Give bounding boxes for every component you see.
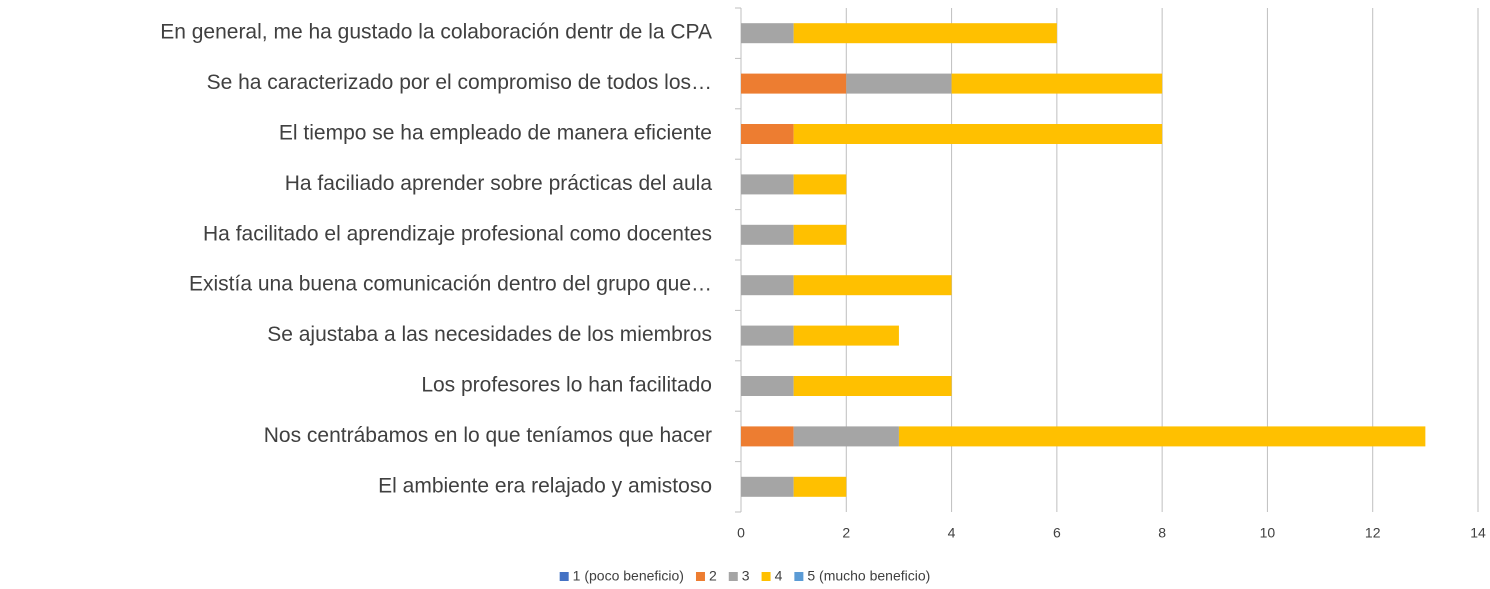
legend-swatch [559, 572, 569, 581]
y-tick-label: Nos centrábamos en lo que teníamos que h… [264, 424, 712, 447]
legend-swatch [761, 572, 771, 581]
bar-segment [741, 426, 794, 447]
bar-segment [741, 224, 794, 245]
bar-segment [793, 224, 847, 245]
bar-segment [741, 325, 794, 346]
legend-swatch [794, 572, 804, 581]
bar-segment [793, 23, 1057, 44]
bar-segment [793, 124, 1163, 144]
y-tick-label: Se ajustaba a las necesidades de los mie… [267, 323, 712, 346]
bar-segment [741, 476, 794, 497]
y-tick-label: Existía una buena comunicación dentro de… [189, 273, 712, 296]
bar-segment [898, 426, 1426, 447]
y-tick-label: Ha facilitado el aprendizaje profesional… [203, 222, 712, 245]
bar-segment [741, 376, 794, 396]
bar-segment [741, 73, 847, 94]
x-tick-label: 12 [1365, 525, 1381, 541]
legend-swatch [695, 572, 705, 581]
y-tick-label: El tiempo se ha empleado de manera efici… [279, 122, 712, 145]
y-tick-label: Se ha caracterizado por el compromiso de… [207, 71, 712, 94]
x-tick-label: 8 [1158, 525, 1166, 541]
bar-segment [793, 325, 899, 346]
legend-label: 5 (mucho beneficio) [807, 568, 930, 584]
bar-segment [793, 376, 952, 396]
bar-segment [846, 73, 952, 94]
bar-segment [741, 275, 794, 296]
x-tick-label: 10 [1260, 525, 1276, 541]
y-tick-label: Los profesores lo han facilitado [421, 374, 712, 397]
legend-label: 3 [742, 568, 750, 584]
x-tick-label: 4 [948, 525, 956, 541]
bar-segment [793, 174, 847, 195]
legend-swatch [728, 572, 738, 581]
bar-segment [741, 23, 794, 44]
legend-label: 1 (poco beneficio) [573, 568, 684, 584]
x-tick-label: 14 [1470, 525, 1486, 541]
x-tick-label: 2 [842, 525, 850, 541]
bar-segment [741, 124, 794, 144]
y-tick-label: Ha faciliado aprender sobre prácticas de… [285, 172, 713, 195]
bar-segment [951, 73, 1163, 94]
y-tick-label: El ambiente era relajado y amistoso [378, 474, 712, 497]
bar-segment [793, 275, 952, 296]
bar-segment [741, 174, 794, 195]
x-tick-label: 0 [737, 525, 745, 541]
x-tick-label: 6 [1053, 525, 1061, 541]
legend-label: 4 [775, 568, 783, 584]
y-tick-label: En general, me ha gustado la colaboració… [160, 21, 712, 44]
bar-segment [793, 476, 847, 497]
legend-label: 2 [709, 568, 717, 584]
bar-segment [793, 426, 899, 447]
